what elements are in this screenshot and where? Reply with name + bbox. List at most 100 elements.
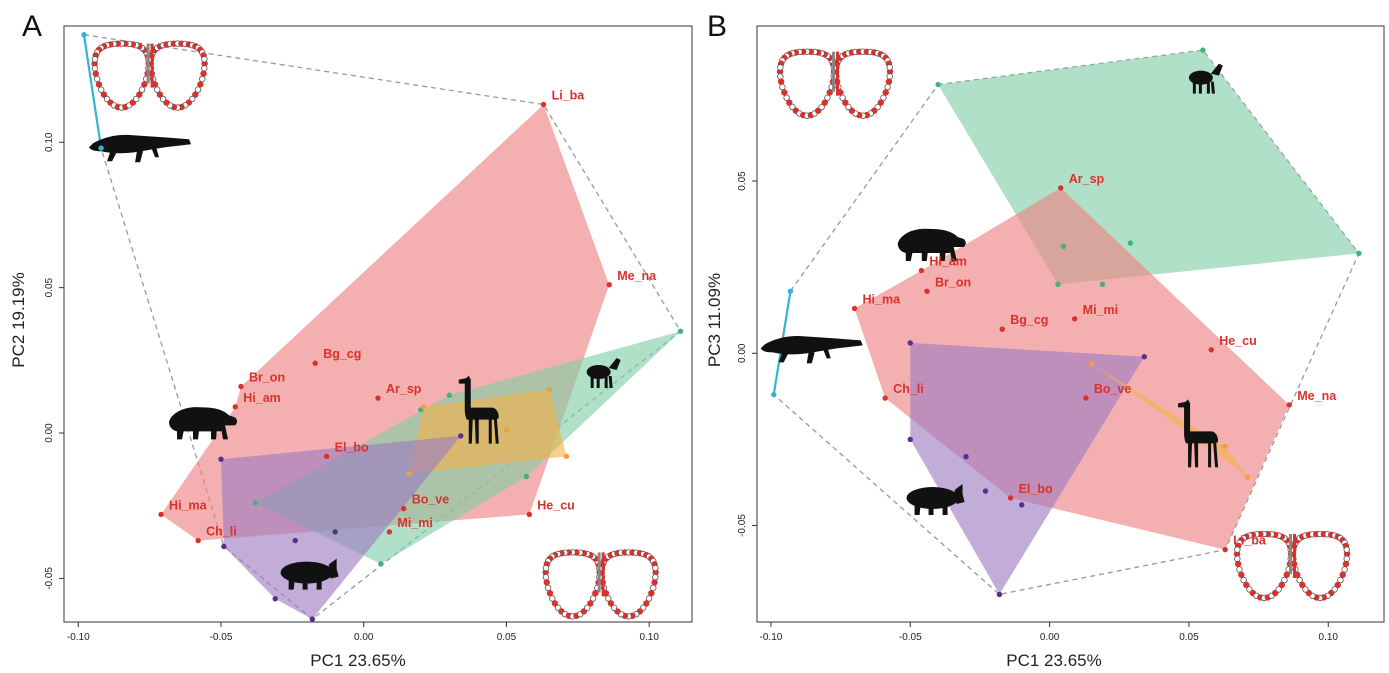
purple-data-point [332,529,338,535]
landmark-dot [1302,586,1309,593]
x-tick-label: -0.05 [899,632,922,643]
landmark-dot [886,64,893,71]
landmark-dot [607,600,615,607]
labeled-data-point [400,505,407,512]
green-data-point [252,500,258,506]
point-label: He_cu [537,498,575,512]
x-tick-label: -0.05 [210,632,233,643]
cyan-data-point [81,32,87,38]
landmark-dot [1343,546,1350,553]
landmark-dot [645,595,653,602]
landmark-dot [1240,576,1247,584]
green-data-point [1060,243,1067,250]
tapir-icon [897,228,966,262]
landmark-dot [1281,576,1288,584]
crocodile-icon [760,336,863,364]
point-label: El_bo [335,440,369,454]
point-label: Me_na [1297,389,1337,403]
orange-data-point [563,453,570,459]
pig-icon [280,558,339,590]
landmark-dot [882,89,889,96]
landmark-dot [884,83,891,91]
landmark-dot [1341,566,1348,573]
purple-data-point [1141,354,1148,360]
landmark-dot [610,604,618,611]
purple-data-point [982,488,989,494]
panel-b-plot: Ar_sp Hi_am Br_on Hi_ma Bg_cg Mi_mi He_cu Ch_li… [737,25,1385,643]
landmark-dot [818,103,825,111]
labeled-data-point [882,395,888,401]
x-tick-label: 0.00 [1040,632,1060,643]
landmark-bar [601,552,605,597]
landmark-dot [648,589,655,597]
landmark-bar [832,51,836,92]
landmark-dot [880,94,887,101]
green-data-point [1055,281,1061,288]
pig-icon [906,483,965,515]
landmark-dot [781,89,788,96]
llama-icon [1178,399,1219,468]
x-tick-label: -0.10 [760,632,783,643]
panel-a-y-axis-title: PC2 19.19% [9,272,28,367]
landmark-dot [92,70,99,77]
landmark-dot [643,600,650,607]
plot-frame [63,25,693,623]
landmark-dot [877,99,884,106]
orange-data-point [1222,443,1228,450]
landmark-dot [98,86,105,93]
landmark-dot [652,564,659,572]
point-label: Hi_ma [169,498,208,512]
panel-a-x-axis-title: PC1 23.65% [310,651,405,670]
labeled-data-point [158,511,164,518]
labeled-data-point [312,360,318,366]
landmark-dot [1339,571,1346,578]
landmark-dot [777,73,784,80]
landmark-dot [154,86,161,93]
landmark-dot [133,95,140,103]
landmark-dot [842,99,849,106]
landmark-dot [786,99,793,106]
labeled-data-point [1222,546,1228,553]
landmark-bar [836,51,840,96]
landmark-dot [824,94,831,101]
orange-data-point [1088,360,1095,367]
landmark-bar [146,43,150,84]
y-tick-label: -0.05 [44,567,55,590]
x-tick-label: 0.00 [354,632,374,643]
labeled-data-point [1286,402,1292,408]
panel-a-plot: Li_ba Me_na Bg_cg Br_on Hi_am Ar_sp El_bo Hi_ma… [44,25,693,643]
labeled-data-point [232,404,238,410]
landmark-dot [200,70,207,77]
landmark-dot [1334,581,1341,589]
jaw-outline-icon [776,48,894,119]
point-label: Li_ba [1233,534,1267,548]
landmark-dot [1236,566,1243,573]
landmark-dot [136,91,143,98]
point-label: Bg_cg [323,347,361,361]
landmark-dot [650,584,657,591]
landmark-dot [587,600,594,607]
landmark-dot [652,573,659,581]
labeled-data-point [1071,316,1078,322]
jaw-outline-icon [542,549,659,620]
landmark-bar [1293,533,1297,578]
cyan-group-segment [82,34,103,149]
landmark-dot [1283,571,1290,578]
landmark-dot [551,600,559,607]
landmark-dot [886,73,893,80]
y-tick-label: 0.05 [737,171,748,191]
landmark-dot [826,89,833,96]
landmark-bar [1289,533,1293,574]
point-label: Mi_mi [1083,303,1118,317]
purple-data-point [218,456,224,462]
y-tick-label: 0.10 [44,132,55,152]
labeled-data-point [238,383,244,390]
orange-data-point [420,404,427,410]
tapir-icon [169,407,238,440]
point-label: Hi_am [929,255,967,269]
orange-data-point [406,471,413,477]
landmark-bar [150,43,154,88]
purple-data-point [292,537,298,544]
orange-group-hull [409,389,567,474]
cyan-data-point [771,391,777,398]
